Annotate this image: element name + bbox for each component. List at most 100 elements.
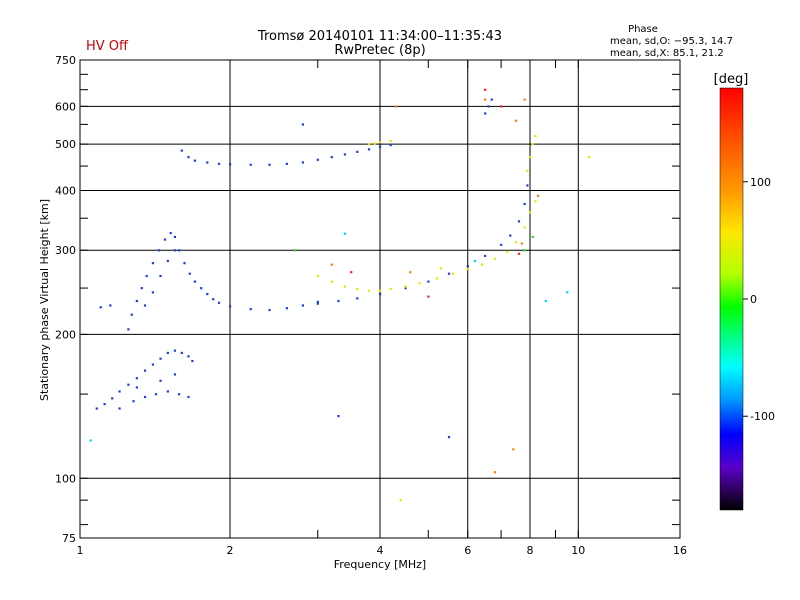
data-point <box>127 383 130 386</box>
data-point <box>435 277 438 280</box>
data-point <box>163 238 167 241</box>
data-points <box>89 88 591 502</box>
data-point <box>379 145 382 148</box>
data-point <box>187 395 190 399</box>
stats-x: mean, sd,X: 85.1, 21.2 <box>610 48 724 59</box>
x-tick-label: 8 <box>527 544 534 557</box>
data-point <box>447 435 451 439</box>
data-point <box>95 407 98 410</box>
data-point <box>466 265 469 268</box>
data-point <box>157 249 161 252</box>
data-point <box>529 211 532 214</box>
data-point <box>404 285 407 288</box>
data-point <box>111 397 114 400</box>
data-point <box>526 169 529 172</box>
data-point <box>135 377 138 380</box>
data-point <box>89 439 92 442</box>
data-point <box>466 268 469 271</box>
data-point <box>379 292 382 296</box>
data-point <box>173 249 177 252</box>
data-point <box>356 297 359 300</box>
data-point <box>103 403 106 406</box>
data-point <box>350 271 353 274</box>
y-tick-label: 500 <box>55 138 76 151</box>
data-point <box>389 287 392 291</box>
data-point <box>389 144 392 147</box>
data-point <box>379 141 382 144</box>
data-point <box>127 328 130 331</box>
data-point <box>337 299 340 303</box>
data-point <box>356 287 359 291</box>
data-point <box>523 249 526 252</box>
data-point <box>293 249 297 252</box>
data-point <box>473 259 477 263</box>
data-point <box>427 295 430 298</box>
data-point <box>389 139 392 143</box>
data-point <box>500 105 503 108</box>
colorbar-label: [deg] <box>714 72 749 87</box>
data-point <box>316 302 319 305</box>
data-point <box>515 119 518 122</box>
data-point <box>193 159 197 162</box>
data-point <box>118 407 121 410</box>
y-axis-label: Stationary phase Virtual Height [km] <box>38 199 51 401</box>
data-point <box>154 393 158 396</box>
data-point <box>343 285 347 288</box>
data-point <box>166 351 169 355</box>
data-point <box>145 274 148 278</box>
data-point <box>99 306 102 309</box>
colorbar-tick-label: -100 <box>750 410 775 423</box>
data-point <box>206 161 209 164</box>
data-point <box>316 274 319 278</box>
data-point <box>180 351 183 355</box>
data-point <box>484 88 487 91</box>
data-point <box>229 163 232 166</box>
data-point <box>183 262 186 265</box>
data-point <box>330 156 333 159</box>
chart-title-line2: RwPretec (8p) <box>334 43 425 58</box>
data-point <box>166 259 169 263</box>
data-point <box>301 161 305 164</box>
data-point <box>490 98 493 101</box>
data-point <box>166 390 169 393</box>
data-point <box>200 287 203 290</box>
data-point <box>487 105 490 108</box>
data-point <box>135 386 138 389</box>
chart-title-line1: Tromsø 20140101 11:34:00–11:35:43 <box>257 29 502 44</box>
y-tick-label: 300 <box>55 244 76 257</box>
data-point <box>373 142 376 145</box>
data-point <box>526 184 529 187</box>
data-point <box>132 400 135 403</box>
data-point <box>140 287 143 290</box>
data-point <box>404 287 407 290</box>
data-point <box>285 307 288 310</box>
data-point <box>451 272 455 275</box>
data-point <box>177 393 181 396</box>
data-point <box>337 414 340 418</box>
data-point <box>268 163 271 166</box>
data-point <box>151 262 155 265</box>
data-point <box>330 263 333 266</box>
data-point <box>118 390 121 393</box>
data-point <box>229 305 232 308</box>
data-point <box>193 280 197 283</box>
colorbar-tick-label: 0 <box>750 293 757 306</box>
data-point <box>173 373 177 376</box>
data-point <box>493 257 497 260</box>
data-point <box>394 105 397 108</box>
data-point <box>169 231 172 235</box>
data-point <box>159 357 162 360</box>
data-point <box>409 271 412 274</box>
x-tick-label: 10 <box>571 544 585 557</box>
data-point <box>520 242 523 245</box>
data-point <box>356 150 359 153</box>
x-tick-label: 6 <box>464 544 471 557</box>
data-point <box>330 280 333 283</box>
data-point <box>523 202 526 206</box>
data-point <box>367 143 371 146</box>
colorbar-ticks: 100 0 -100 <box>743 176 775 423</box>
data-point <box>151 291 155 294</box>
data-point <box>316 300 319 303</box>
data-point <box>143 304 147 307</box>
x-axis-label: Frequency [MHz] <box>334 558 426 571</box>
